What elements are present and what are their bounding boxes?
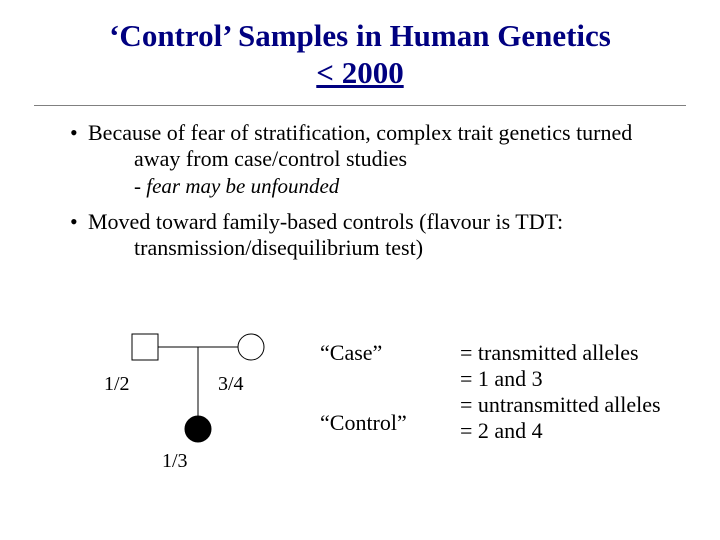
child-genotype: 1/3 xyxy=(162,450,188,473)
slide-body: • Because of fear of stratification, com… xyxy=(70,120,670,263)
def-line-4: = 2 and 4 xyxy=(460,418,661,444)
def-line-3: = untransmitted alleles xyxy=(460,392,661,418)
mother-genotype: 3/4 xyxy=(218,373,244,396)
bullet-1-text: Because of fear of stratification, compl… xyxy=(88,120,670,172)
slide: ‘Control’ Samples in Human Genetics < 20… xyxy=(0,0,720,540)
bullet-2-content: Moved toward family-based controls (flav… xyxy=(88,209,670,261)
def-line-1: = transmitted alleles xyxy=(460,340,661,366)
bullet-2: • Moved toward family-based controls (fl… xyxy=(70,209,670,261)
bullet-1-content: Because of fear of stratification, compl… xyxy=(88,120,670,172)
case-label: “Case” xyxy=(320,340,382,366)
title-separator xyxy=(34,105,686,106)
father-genotype: 1/2 xyxy=(104,373,130,396)
bullet-2-text: Moved toward family-based controls (flav… xyxy=(88,209,670,261)
def-line-2: = 1 and 3 xyxy=(460,366,661,392)
pedigree-svg xyxy=(110,328,310,498)
bullet-dot: • xyxy=(70,209,88,261)
bullet-1: • Because of fear of stratification, com… xyxy=(70,120,670,172)
bullet-1-note: - fear may be unfounded xyxy=(134,174,670,199)
child-symbol-affected xyxy=(185,416,211,442)
pedigree-diagram: 1/2 3/4 1/3 xyxy=(110,328,310,498)
title-line-2: < 2000 xyxy=(316,55,403,90)
control-label: “Control” xyxy=(320,410,407,436)
definitions-block: = transmitted alleles = 1 and 3 = untran… xyxy=(460,340,661,444)
mother-symbol xyxy=(238,334,264,360)
bullet-dot: • xyxy=(70,120,88,172)
slide-title: ‘Control’ Samples in Human Genetics < 20… xyxy=(60,18,660,91)
title-line-1: ‘Control’ Samples in Human Genetics xyxy=(109,18,611,53)
father-symbol xyxy=(132,334,158,360)
